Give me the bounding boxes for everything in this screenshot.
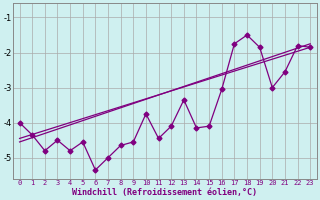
- X-axis label: Windchill (Refroidissement éolien,°C): Windchill (Refroidissement éolien,°C): [72, 188, 257, 197]
